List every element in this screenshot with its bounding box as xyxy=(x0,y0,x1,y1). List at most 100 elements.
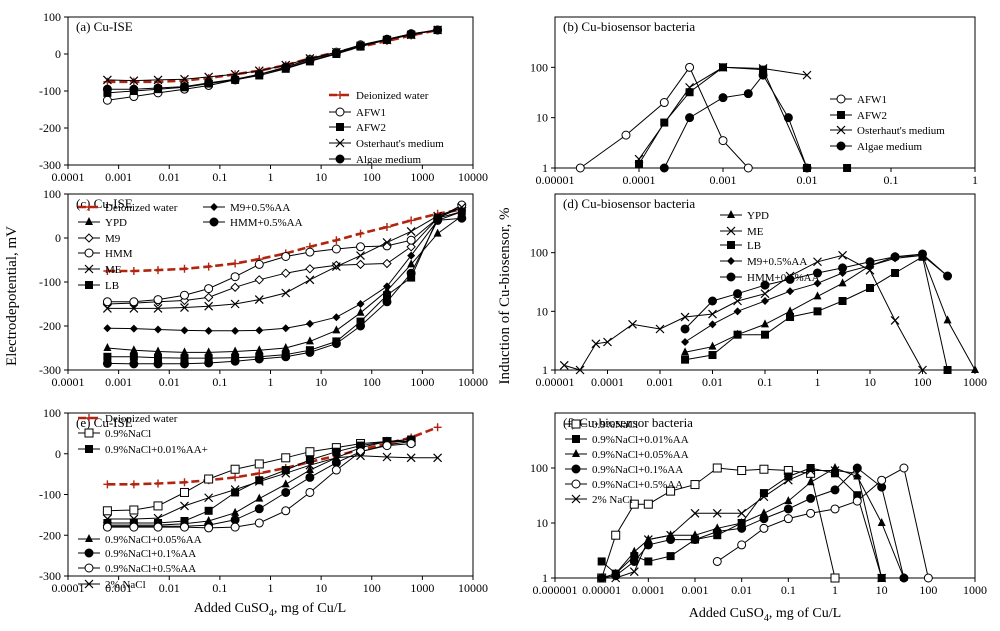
y-tick-label: 10 xyxy=(536,304,548,318)
x-tick-label: 1 xyxy=(268,170,274,184)
data-point xyxy=(281,288,291,298)
data-point xyxy=(281,251,291,261)
x-tick-label: 0.1 xyxy=(212,170,227,184)
legend-label: 0.9%NaCl xyxy=(592,419,638,431)
legend-entry: AFW2 xyxy=(830,110,887,122)
data-point xyxy=(102,506,112,516)
data-point xyxy=(406,439,416,449)
data-point xyxy=(129,77,138,86)
x-tick-label: 1000 xyxy=(410,170,434,184)
data-point xyxy=(231,488,240,497)
data-point xyxy=(154,353,163,362)
y-tick-label: -300 xyxy=(39,158,61,172)
data-point xyxy=(179,290,189,300)
data-point xyxy=(230,522,240,532)
data-point xyxy=(129,522,139,532)
data-point xyxy=(204,354,213,363)
legend-label: 0.9%NaCl+0.5%AA xyxy=(105,563,196,575)
y-axis-label-left: Electrodepotential, mV xyxy=(4,226,20,366)
legend-label: ME xyxy=(747,226,764,238)
data-point xyxy=(628,319,637,329)
x-tick-label: 0.0001 xyxy=(52,375,85,389)
data-point xyxy=(231,473,240,482)
data-point xyxy=(281,468,291,478)
y-tick-label: 10 xyxy=(536,516,548,530)
x-tick-label: 10000 xyxy=(458,581,488,595)
data-point xyxy=(230,515,240,525)
data-point xyxy=(305,275,315,285)
data-point xyxy=(899,463,909,473)
legend-entry: 0.9%NaCl+0.05%AA xyxy=(565,449,689,461)
data-point xyxy=(852,463,862,473)
data-point xyxy=(356,321,366,331)
data-point xyxy=(102,358,112,368)
data-point xyxy=(433,228,442,237)
data-point xyxy=(666,552,675,561)
data-point xyxy=(877,518,886,526)
data-point xyxy=(643,535,653,544)
data-point xyxy=(852,496,862,506)
data-point xyxy=(786,306,795,315)
data-point xyxy=(102,95,112,105)
panel-a: 0.0001 0.001 0.01 0.1 1 10 100 1000 10000-300-20… xyxy=(39,10,488,184)
data-point xyxy=(129,297,139,307)
data-point xyxy=(129,324,138,333)
legend-label: M9+0.5%AA xyxy=(747,256,807,268)
data-point xyxy=(681,338,690,347)
data-point xyxy=(784,472,793,481)
data-point xyxy=(356,447,366,457)
data-point xyxy=(406,242,416,252)
legend-marker xyxy=(335,107,345,117)
data-point xyxy=(356,307,365,316)
x-tick-label: 0.0001 xyxy=(632,583,665,597)
data-point xyxy=(382,223,391,231)
data-point xyxy=(643,499,653,509)
data-point xyxy=(103,343,112,351)
legend-marker xyxy=(85,534,93,542)
data-point xyxy=(305,455,314,464)
legend-label: Algae medium xyxy=(857,141,923,153)
data-point xyxy=(690,480,700,490)
legend-label: 2% NaCl xyxy=(105,579,146,591)
data-point xyxy=(305,336,314,345)
data-point xyxy=(659,98,669,108)
panel-c: 0.0001 0.001 0.01 0.1 1 10 100 1000 10000-300-20… xyxy=(39,187,488,389)
data-point xyxy=(433,423,442,432)
data-point xyxy=(813,279,822,288)
x-axis-label-left: Added CuSO4, mg of Cu/L xyxy=(194,601,346,619)
data-point xyxy=(204,347,213,356)
data-point xyxy=(129,359,139,369)
data-point xyxy=(254,275,264,285)
data-point xyxy=(680,312,690,322)
data-point xyxy=(611,573,621,583)
x-tick-label: 0.001 xyxy=(647,375,674,389)
data-point xyxy=(838,278,847,287)
series-0-9-nacl-0-5-aa xyxy=(712,463,933,583)
data-point xyxy=(180,303,189,312)
data-point xyxy=(305,472,315,482)
data-point xyxy=(281,63,291,73)
data-point xyxy=(407,251,416,260)
data-point xyxy=(681,347,690,356)
data-point xyxy=(355,259,366,270)
y-tick-label: 100 xyxy=(43,10,61,24)
data-point xyxy=(231,507,240,516)
legend-entry: AFW1 xyxy=(329,107,386,119)
data-point xyxy=(783,504,793,514)
legend-marker xyxy=(210,203,218,211)
series-osterhaut-s-medium xyxy=(634,62,812,164)
data-point xyxy=(737,523,747,533)
data-point xyxy=(853,471,862,480)
data-point xyxy=(597,573,607,583)
data-point xyxy=(102,303,112,313)
data-point xyxy=(356,242,366,252)
legend-entry: ME xyxy=(720,226,764,238)
x-tick-label: 0.0001 xyxy=(52,170,85,184)
data-point xyxy=(281,466,290,475)
data-point xyxy=(877,475,887,485)
x-tick-label: 10 xyxy=(864,375,876,389)
data-point xyxy=(332,236,341,245)
y-tick-label: -200 xyxy=(39,319,61,333)
data-point xyxy=(685,113,695,123)
x-tick-label: 100 xyxy=(363,581,381,595)
